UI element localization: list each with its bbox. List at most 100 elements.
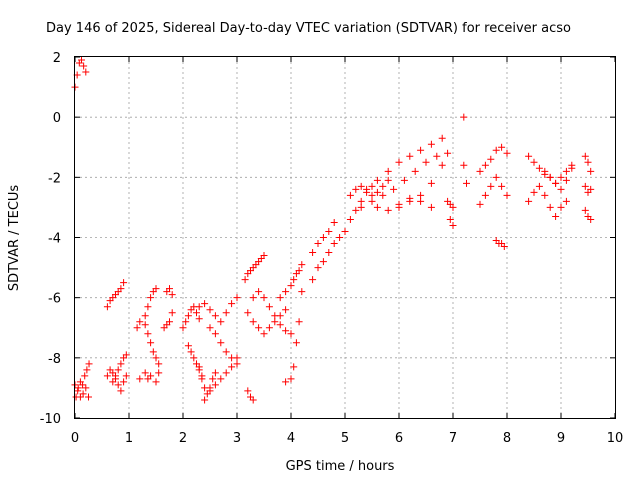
- data-point: [298, 261, 306, 269]
- chart-title: Day 146 of 2025, Sidereal Day-to-day VTE…: [46, 21, 571, 36]
- data-point: [217, 318, 225, 326]
- data-point: [400, 176, 408, 184]
- data-point: [211, 330, 219, 338]
- data-point: [587, 215, 595, 223]
- data-point: [535, 182, 543, 190]
- data-point: [249, 318, 257, 326]
- series-arc-41: [541, 161, 576, 187]
- data-point: [336, 234, 344, 241]
- data-point: [233, 294, 241, 302]
- data-point: [530, 188, 538, 196]
- data-point: [249, 396, 257, 404]
- data-point: [546, 203, 554, 211]
- series-arc-13: [184, 342, 206, 380]
- data-point: [206, 306, 214, 314]
- data-point: [141, 321, 149, 329]
- grid-layer: [75, 57, 615, 418]
- data-point: [290, 363, 298, 371]
- data-point: [292, 339, 300, 347]
- data-point: [201, 300, 209, 308]
- data-point: [206, 387, 214, 395]
- series-arc-44: [581, 206, 595, 223]
- data-point: [587, 167, 595, 175]
- data-point: [446, 215, 454, 223]
- data-point: [433, 152, 441, 160]
- data-point: [487, 182, 495, 190]
- data-point: [198, 375, 206, 383]
- data-point: [282, 306, 290, 314]
- data-point: [228, 354, 236, 362]
- data-point: [182, 318, 190, 326]
- data-point: [80, 62, 88, 70]
- series-arc-22: [282, 288, 306, 386]
- data-point: [282, 288, 290, 296]
- series-arc-18: [244, 387, 257, 404]
- data-point: [282, 378, 290, 386]
- data-point: [195, 315, 203, 323]
- series-arc-12: [179, 303, 203, 332]
- data-point: [122, 351, 130, 359]
- data-point: [352, 185, 360, 193]
- data-point: [184, 312, 192, 320]
- data-point: [492, 173, 500, 181]
- data-point: [438, 134, 446, 142]
- data-point: [298, 288, 306, 296]
- data-point: [395, 200, 403, 208]
- data-point: [184, 342, 192, 350]
- series-arc-30: [384, 134, 446, 175]
- data-point: [228, 363, 236, 371]
- data-point: [330, 218, 338, 226]
- y-tick-label: -6: [48, 292, 61, 307]
- data-point: [438, 161, 446, 169]
- data-point: [211, 381, 219, 389]
- data-point: [72, 393, 80, 401]
- data-point: [83, 366, 91, 374]
- data-point: [77, 56, 85, 64]
- data-point: [584, 158, 592, 166]
- data-point: [81, 372, 89, 380]
- data-point: [276, 321, 284, 329]
- data-point: [417, 197, 425, 205]
- data-point: [120, 378, 128, 386]
- data-point: [109, 378, 117, 386]
- data-point: [265, 324, 273, 332]
- x-tick-label: 3: [233, 431, 241, 446]
- series-arc-40: [525, 182, 570, 220]
- data-point: [82, 384, 90, 392]
- data-point: [271, 318, 279, 326]
- data-point: [211, 312, 219, 320]
- series-arc-23: [276, 261, 306, 302]
- data-point: [406, 194, 414, 202]
- x-tick-label: 0: [71, 431, 79, 446]
- data-point: [136, 318, 144, 326]
- data-point: [222, 309, 230, 317]
- data-point: [314, 264, 322, 272]
- data-point: [530, 158, 538, 166]
- data-point: [352, 206, 360, 214]
- data-point: [133, 324, 141, 332]
- data-point: [368, 191, 376, 199]
- x-tick-label: 1: [125, 431, 133, 446]
- series-arc-29: [373, 161, 446, 214]
- data-point: [562, 197, 570, 205]
- data-point: [117, 285, 125, 293]
- data-point: [460, 113, 468, 121]
- data-point: [217, 375, 225, 383]
- data-point: [444, 149, 452, 157]
- data-point: [152, 285, 160, 293]
- data-point: [373, 203, 381, 211]
- data-point: [103, 372, 111, 380]
- data-point: [117, 360, 125, 368]
- data-point: [74, 384, 82, 392]
- series-arc-32: [444, 197, 457, 211]
- data-point: [209, 375, 217, 383]
- x-tick-label: 7: [449, 431, 457, 446]
- data-point: [166, 318, 173, 326]
- data-point: [85, 360, 93, 368]
- y-tick-label: 2: [53, 51, 61, 66]
- data-point: [179, 324, 187, 332]
- series-arc-37: [476, 173, 511, 208]
- data-point: [260, 294, 268, 302]
- data-point: [155, 360, 163, 368]
- data-point: [503, 191, 511, 199]
